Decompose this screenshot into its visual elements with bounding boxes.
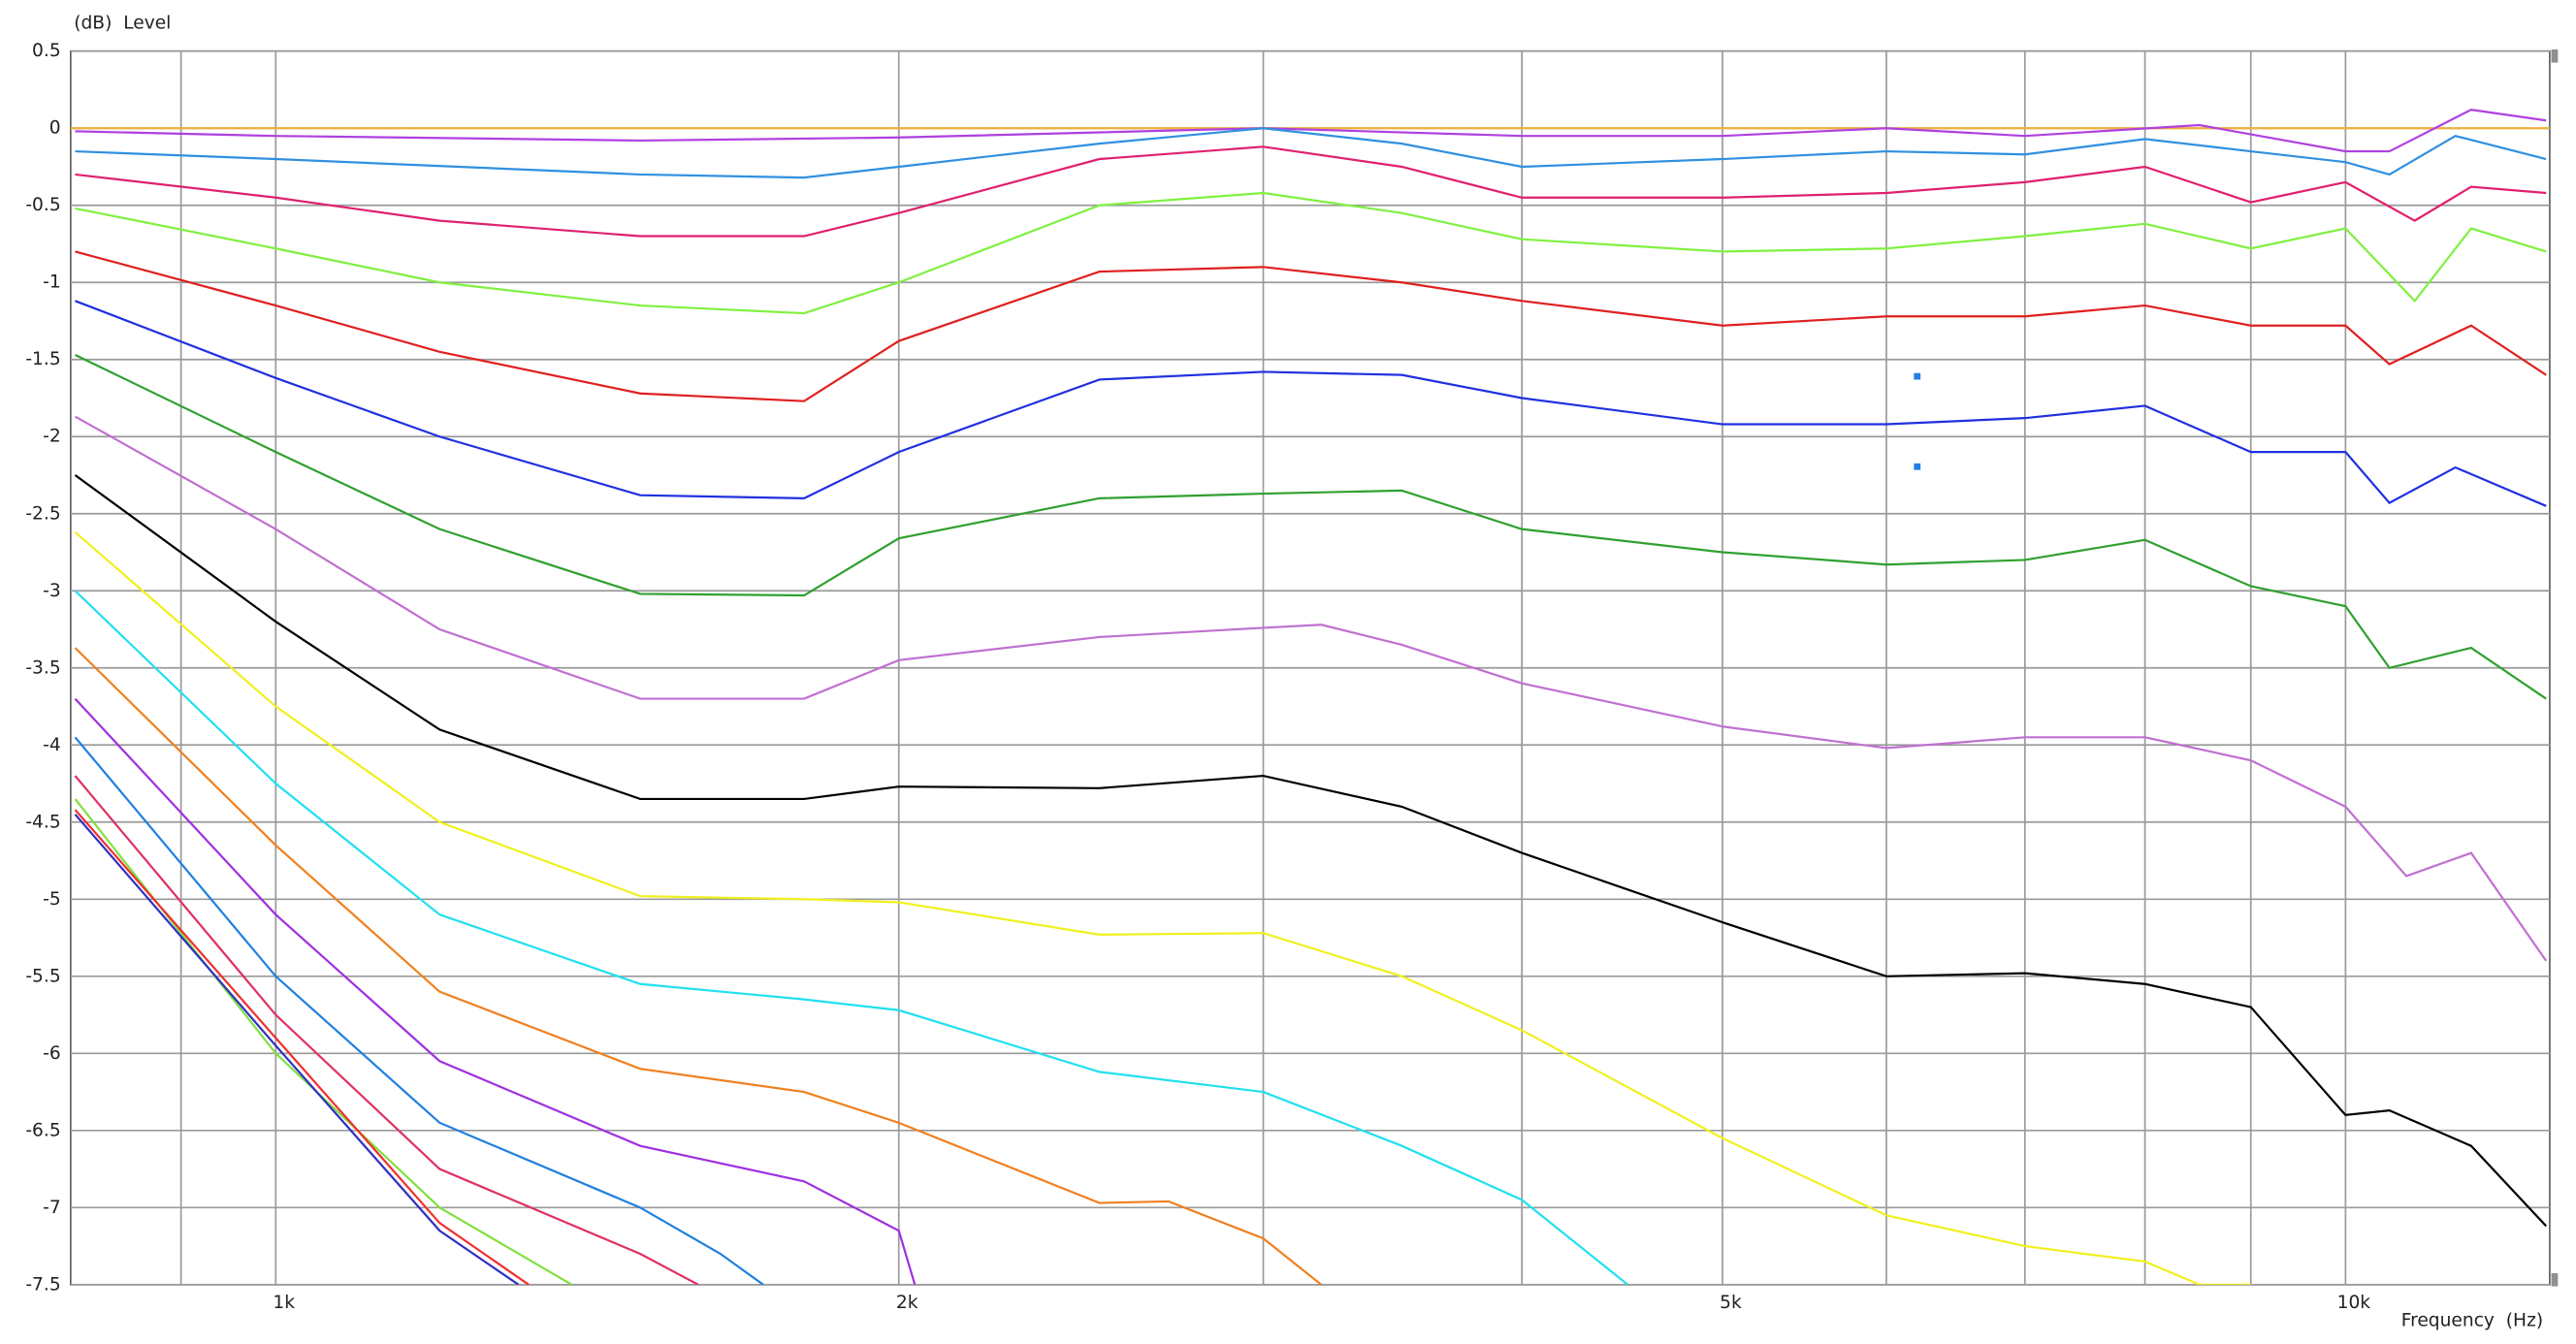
y-tick-label: -1.5 xyxy=(25,349,60,369)
scroll-handle xyxy=(2551,49,2559,63)
y-tick-label: -6 xyxy=(43,1043,61,1064)
series-line xyxy=(74,809,530,1285)
y-tick-label: -7.5 xyxy=(25,1274,60,1295)
series-line xyxy=(74,590,1628,1285)
y-tick-label: 0 xyxy=(49,118,61,139)
y-tick-label: -3 xyxy=(43,581,61,601)
y-tick-label: -4 xyxy=(43,735,61,755)
y-tick-label: -7 xyxy=(43,1198,61,1218)
y-tick-label: -6.5 xyxy=(25,1120,60,1140)
series-line xyxy=(74,775,699,1285)
y-tick-label: -2 xyxy=(43,427,61,447)
series-line xyxy=(74,531,2251,1285)
series-line xyxy=(75,300,2547,507)
series-line xyxy=(75,145,2547,238)
series-line xyxy=(75,191,2547,315)
x-axis-label: Frequency (Hz) xyxy=(2401,1311,2543,1331)
y-tick-label: 0.5 xyxy=(32,41,61,61)
y-axis-label: (dB) Level xyxy=(74,13,171,33)
x-tick-label: 10k xyxy=(2337,1293,2371,1313)
grid xyxy=(70,49,2550,1286)
y-tick-label: -1 xyxy=(43,272,61,293)
series-line xyxy=(74,697,917,1285)
marker xyxy=(1914,463,1921,470)
marker xyxy=(1914,372,1921,380)
y-tick-label: -0.5 xyxy=(25,195,60,215)
scroll-handle xyxy=(2551,1272,2559,1287)
series-line xyxy=(74,415,2548,962)
x-tick-label: 5k xyxy=(1720,1293,1742,1313)
series-line xyxy=(74,814,520,1285)
series-line xyxy=(75,250,2547,402)
labels: 0.5 0 -0.5 -1 -1.5 -2 -2.5 -3 -3.5 -4 -4.5 -5 -5.5 -6… xyxy=(25,41,2370,1313)
y-tick-label: -5 xyxy=(43,889,61,910)
series-line xyxy=(74,353,2547,700)
series-line xyxy=(74,736,764,1285)
x-tick-label: 1k xyxy=(273,1293,295,1313)
y-tick-label: -3.5 xyxy=(25,657,60,678)
series-line xyxy=(75,127,2547,179)
y-tick-label: -5.5 xyxy=(25,966,60,986)
series-line xyxy=(74,474,2548,1228)
x-tick-label: 2k xyxy=(896,1293,918,1313)
lines xyxy=(70,108,2550,1285)
series-line xyxy=(74,647,1323,1285)
y-tick-label: -4.5 xyxy=(25,812,60,832)
series-line xyxy=(75,108,2547,153)
y-tick-label: -2.5 xyxy=(25,503,60,524)
